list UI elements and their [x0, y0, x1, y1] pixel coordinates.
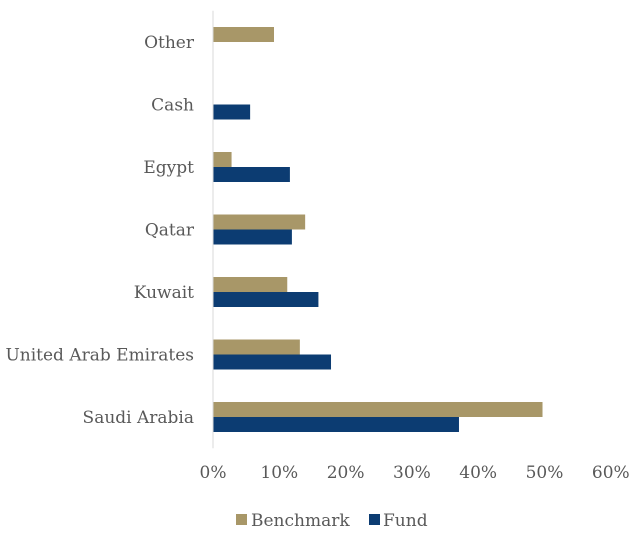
bar-benchmark-saudi-arabia [213, 402, 543, 417]
x-tick-label: 40% [459, 463, 497, 483]
x-tick-label: 30% [393, 463, 431, 483]
legend-label-benchmark: Benchmark [251, 511, 350, 531]
bar-benchmark-united-arab-emirates [213, 339, 300, 355]
category-label-kuwait: Kuwait [134, 283, 194, 303]
category-label-egypt: Egypt [143, 158, 194, 178]
bar-fund-united-arab-emirates [213, 354, 332, 370]
x-tick-label: 50% [526, 463, 564, 483]
bar-benchmark-qatar [213, 214, 306, 230]
bar-benchmark-other [213, 27, 274, 42]
bar-fund-qatar [213, 229, 292, 245]
x-tick-labels: 0% 10% 20% 30% 40% 50% 60% [200, 463, 630, 483]
legend-swatch-benchmark [236, 514, 247, 525]
bar-fund-egypt [213, 167, 290, 182]
bar-fund-cash [213, 104, 251, 120]
legend: Benchmark Fund [236, 511, 428, 531]
x-tick-label: 10% [260, 463, 298, 483]
category-label-cash: Cash [151, 96, 194, 116]
x-tick-label: 20% [327, 463, 365, 483]
legend-label-fund: Fund [383, 511, 428, 531]
category-label-saudi-arabia: Saudi Arabia [83, 408, 194, 428]
category-labels: Saudi Arabia United Arab Emirates Kuwait Qa… [5, 33, 194, 428]
bar-fund-saudi-arabia [213, 417, 459, 432]
bar-fund-kuwait [213, 292, 319, 307]
category-label-united-arab-emirates: United Arab Emirates [5, 346, 194, 366]
x-tick-label: 60% [592, 463, 630, 483]
legend-swatch-fund [369, 514, 380, 525]
category-label-other: Other [144, 33, 195, 53]
x-tick-label: 0% [200, 463, 227, 483]
bars-group [213, 27, 543, 432]
bar-benchmark-egypt [213, 152, 232, 167]
category-label-qatar: Qatar [145, 221, 195, 241]
bar-benchmark-kuwait [213, 277, 288, 292]
